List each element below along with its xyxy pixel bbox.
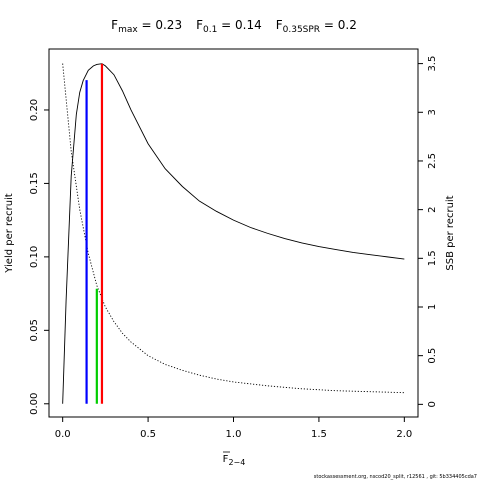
plot-frame	[48, 48, 419, 418]
x-axis: 0.0 0.5 1.0 1.5 2.0	[55, 417, 412, 440]
series-layer	[62, 63, 405, 404]
y-right-tick-label: 3	[427, 109, 438, 115]
y-right-tick-label: 2.5	[427, 153, 438, 169]
ssb-per-recruit-line	[62, 63, 405, 394]
y-left-tick-label: 0.20	[29, 99, 40, 121]
chart-title: Fmax = 0.23 F0.1 = 0.14 F0.35SPR = 0.2	[111, 18, 357, 35]
x-tick-label: 1.0	[226, 429, 242, 440]
y-left-axis-label: Yield per recruit	[4, 193, 15, 274]
y-left-tick-label: 0.00	[29, 393, 40, 415]
x-axis-label: F2−4	[223, 454, 246, 467]
y-right-axis-label: SSB per recruit	[445, 195, 456, 270]
y-right-tick-label: 1	[427, 304, 438, 310]
title-fmax-sub: max	[118, 25, 138, 35]
x-axis-label-sub: 2−4	[228, 458, 245, 467]
y-left-tick-label: 0.05	[29, 319, 40, 341]
x-tick-label: 2.0	[396, 429, 412, 440]
y-right-tick-label: 2	[427, 206, 438, 212]
y-left-tick-label: 0.15	[29, 172, 40, 194]
title-f01-base: F	[196, 18, 203, 32]
reference-lines	[85, 63, 104, 404]
x-tick-label: 1.5	[311, 429, 327, 440]
y-left-axis: 0.00 0.05 0.10 0.15 0.20	[29, 99, 49, 415]
y-left-tick-label: 0.10	[29, 246, 40, 268]
x-tick-label: 0.5	[140, 429, 156, 440]
title-f01-value: = 0.14	[217, 18, 261, 32]
x-tick-label: 0.0	[55, 429, 71, 440]
y-right-axis: 0 0.5 1 1.5 2 2.5 3 3.5	[418, 56, 438, 408]
y-right-tick-label: 0	[427, 401, 438, 407]
y-right-tick-label: 1.5	[427, 250, 438, 266]
x-axis-label-base: F	[223, 454, 229, 465]
title-fspr-sub: 0.35SPR	[283, 25, 320, 35]
title-f01-sub: 0.1	[203, 25, 217, 35]
title-fspr-value: = 0.2	[320, 18, 357, 32]
title-fspr-base: F	[276, 18, 283, 32]
yield-per-recruit-line	[62, 63, 405, 404]
title-fmax-value: = 0.23	[138, 18, 182, 32]
y-right-tick-label: 0.5	[427, 348, 438, 364]
title-fmax-base: F	[111, 18, 118, 32]
y-right-tick-label: 3.5	[427, 56, 438, 72]
credit-line: stockassessment.org, nscod20_split, r125…	[314, 474, 477, 480]
